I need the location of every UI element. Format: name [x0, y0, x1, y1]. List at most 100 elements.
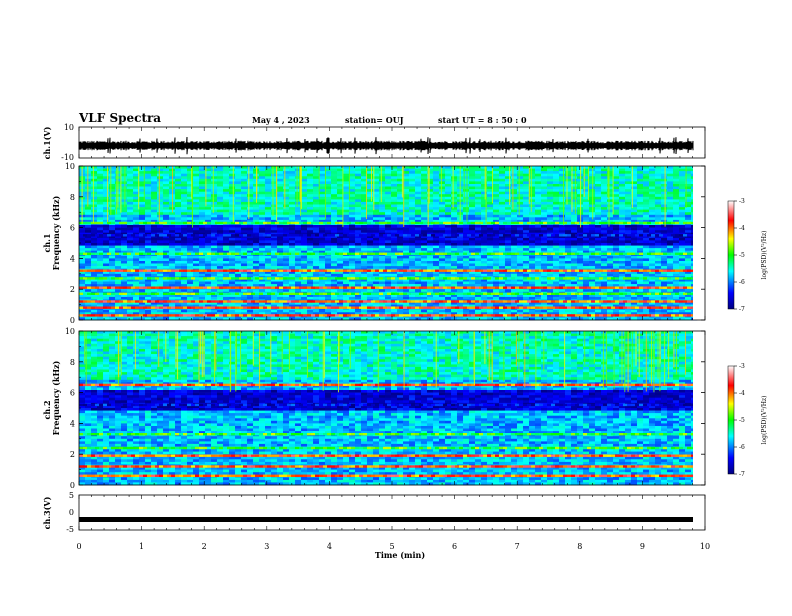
ch1-spec-cell — [547, 184, 554, 187]
ch1-spec-cell — [463, 207, 470, 210]
ch1-spec-cell — [595, 194, 602, 198]
ch1-spec-cell — [97, 212, 104, 216]
ch1-spec-cell — [361, 230, 368, 234]
ch1-spec-cell — [97, 199, 104, 203]
ch1-spec-cell — [565, 263, 572, 267]
ch1-spec-cell — [133, 289, 140, 293]
ch1-spec-cell — [223, 209, 230, 213]
ch1-spec-cell — [277, 184, 284, 187]
ch1-spec-cell — [535, 237, 542, 241]
ch1-spec-cell — [211, 289, 218, 293]
ch1-spec-cell — [367, 184, 374, 187]
ch1-spec-cell — [463, 199, 470, 203]
ch1-spec-cell — [685, 271, 692, 275]
ch1-spec-cell — [439, 204, 446, 208]
ch1-spec-cell — [241, 181, 248, 185]
ch1-spec-cell — [421, 219, 428, 223]
ch1-spec-cell — [265, 255, 272, 259]
ch1-spec-cell — [571, 219, 578, 223]
ch1-spec-cell — [307, 278, 314, 282]
ch1-spec-cell — [649, 237, 656, 241]
ch1-spec-cell — [241, 196, 248, 200]
ch1-spec-cell — [115, 258, 122, 262]
ch1-spec-cell — [643, 201, 650, 205]
ch1-spec-cell — [535, 261, 542, 264]
ch1-spec-cell — [583, 171, 590, 174]
ch1-spec-cell — [361, 168, 368, 172]
ch1-spec-cell — [649, 194, 656, 198]
ch1-spec-cell — [439, 250, 446, 254]
ch1-spec-cell — [541, 204, 548, 208]
ch1-spec-cell — [499, 181, 506, 185]
ch1-spec-cell — [445, 184, 452, 187]
ch1-spec-cell — [685, 209, 692, 213]
ch1-spec-cell — [145, 176, 152, 180]
ch1-spec-cell — [475, 196, 482, 200]
ch1-spec-cell — [607, 227, 614, 231]
ch1-spec-cell — [649, 258, 656, 262]
ch1-spec-cell — [133, 230, 140, 234]
ch1-spec-cell — [391, 181, 398, 185]
ch1-spec-cell — [133, 240, 140, 244]
ch1-spec-cell — [679, 225, 686, 228]
ch1-spec-cell — [271, 184, 278, 187]
ch1-spec-cell — [187, 184, 194, 187]
ch1-spec-cell — [631, 227, 638, 231]
ch1-spec-cell — [571, 261, 578, 264]
ch1-spec-cell — [373, 230, 380, 234]
ch1-spec-cell — [499, 258, 506, 262]
ch1-spec-cell — [325, 194, 332, 198]
ch1-spec-cell — [469, 263, 476, 267]
ch1-spec-cell — [559, 214, 566, 218]
ch1-spec-cell — [301, 214, 308, 218]
ch1-spec-cell — [151, 209, 158, 213]
ch1-spec-cell — [571, 212, 578, 216]
ch1-spec-cell — [565, 166, 572, 169]
ch1-spec-cell — [373, 212, 380, 216]
ch1-spec-cell — [289, 209, 296, 213]
ch1-spec-cell — [379, 235, 386, 239]
ch1-spec-cell — [559, 201, 566, 205]
ch1-spec-cell — [655, 181, 662, 185]
ch1-spec-cell — [529, 273, 536, 277]
ch1-spec-cell — [457, 284, 464, 287]
ch1-spec-cell — [253, 209, 260, 213]
ch1-spec-cell — [541, 273, 548, 277]
ch1-spec-cell — [625, 237, 632, 241]
ch1-spec-cell — [157, 194, 164, 198]
ch1-spec-cell — [181, 250, 188, 254]
ch1-spec-cell — [523, 217, 530, 221]
ch1-spec-cell — [91, 243, 98, 246]
ch1-spec-cell — [307, 266, 314, 269]
ch1-spec-cell — [499, 237, 506, 241]
ch1-spec-cell — [523, 168, 530, 172]
ch1-spec-cell — [583, 207, 590, 210]
ch1-spec-cell — [481, 181, 488, 185]
ch1-spec-cell — [517, 245, 524, 249]
ch1-spec-cell — [337, 209, 344, 213]
ch1-spec-cell — [625, 178, 632, 182]
ch1-spec-cell — [385, 230, 392, 234]
ch1-spec-cell — [151, 168, 158, 172]
ch1-spec-cell — [655, 166, 662, 169]
ch1-spec-cell — [163, 237, 170, 241]
ch1-spec-cell — [595, 201, 602, 205]
ch1-spec-cell — [499, 184, 506, 187]
ch1-spec-cell — [625, 278, 632, 282]
ch1-spec-cell — [667, 255, 674, 259]
ch1-spec-cell — [91, 201, 98, 205]
ch1-spec-cell — [361, 225, 368, 228]
ch1-spec-cell — [667, 171, 674, 174]
ch1-spec-cell — [355, 176, 362, 180]
ch1-spec-cell — [535, 266, 542, 269]
ch1-spec-cell — [295, 168, 302, 172]
ch1-spec-cell — [259, 240, 266, 244]
ch1-spec-cell — [457, 230, 464, 234]
ch1-spec-cell — [325, 281, 332, 285]
ch1-spec-cell — [595, 196, 602, 200]
ch1-spec-cell — [121, 281, 128, 285]
ch1-spec-cell — [451, 273, 458, 277]
ch1-spec-cell — [97, 168, 104, 172]
ch1-spec-cell — [541, 271, 548, 275]
ch1-spec-cell — [397, 250, 404, 254]
